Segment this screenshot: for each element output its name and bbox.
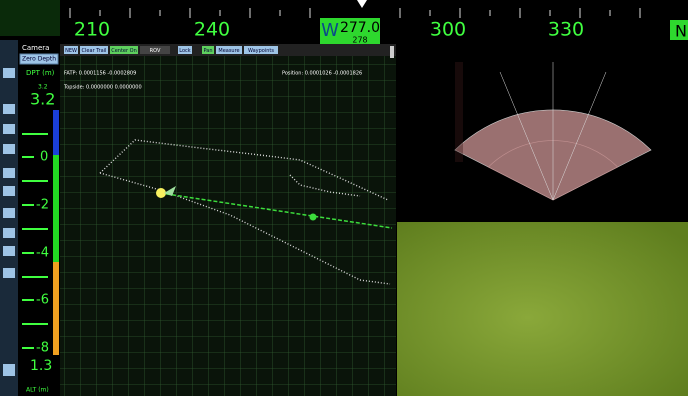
- compass-label: 240: [194, 19, 230, 41]
- tool-icons[interactable]: [3, 68, 15, 376]
- position: Position: 0.0001026 -0.0001826: [282, 71, 362, 77]
- toolbar-button[interactable]: [202, 46, 214, 54]
- sonar-shade: [455, 62, 463, 162]
- attitude-box: [0, 0, 60, 36]
- depth-bar-blue: [53, 110, 59, 155]
- map-grid: [60, 56, 396, 396]
- depth-bar-orange: [53, 262, 59, 355]
- camera-tab[interactable]: Camera: [22, 44, 49, 52]
- toolbar-label[interactable]: NEW: [65, 48, 77, 54]
- depth-scale: -2: [36, 198, 49, 213]
- compass-label: 300: [430, 19, 466, 41]
- toolbar-label[interactable]: Lock: [179, 48, 191, 54]
- camera-view: [397, 222, 688, 396]
- depth-bar-green: [53, 155, 59, 262]
- toolbar-label[interactable]: Measure: [218, 48, 239, 54]
- fatp: FATP: 0.0001156 -0.0002809: [64, 71, 136, 77]
- compass-label: 210: [74, 19, 110, 41]
- zero-depth-label[interactable]: Zero Depth: [22, 56, 56, 63]
- depth-label: DPT (m): [26, 69, 55, 77]
- toolbar-label[interactable]: Clear Trail: [82, 48, 107, 54]
- sonar-spokes: [499, 62, 607, 201]
- altitude-value: 1.3: [30, 358, 52, 374]
- depth-scale: -4: [36, 246, 49, 261]
- zero-depth-button[interactable]: [19, 53, 59, 65]
- rov-heading: [164, 186, 176, 196]
- toolbar-button[interactable]: [216, 46, 242, 54]
- heading-line: [159, 192, 393, 229]
- depth-scale: 0: [40, 150, 48, 165]
- compass-ticks: [69, 8, 641, 18]
- toolbar-button[interactable]: [244, 46, 278, 54]
- topside: Topside: 0.0000000 0.0000000: [63, 85, 142, 91]
- rov-marker[interactable]: [156, 188, 166, 198]
- compass-north: N: [675, 22, 687, 41]
- depth-small: 3.2: [38, 84, 48, 91]
- toolbar-label[interactable]: ROV: [150, 48, 161, 54]
- depth-ticks: [22, 133, 48, 349]
- toolbar-label[interactable]: Center On: [111, 48, 137, 54]
- depth-scale: -8: [36, 341, 49, 356]
- north-box: [670, 20, 688, 44]
- heading-box: [320, 18, 380, 44]
- depth-scale: -6: [36, 293, 49, 308]
- scrollbar: [390, 46, 394, 58]
- toolbar-label[interactable]: Waypoints: [248, 48, 274, 54]
- altitude-label: ALT (m): [26, 387, 49, 394]
- toolbar-label[interactable]: Pan: [203, 48, 212, 54]
- toolbar-button[interactable]: [178, 46, 192, 54]
- toolbar-button[interactable]: [110, 46, 138, 54]
- toolbar-button[interactable]: [64, 46, 78, 54]
- toolbar-button[interactable]: [140, 46, 170, 54]
- heading-pointer: [357, 0, 367, 8]
- waypoint[interactable]: [309, 213, 317, 221]
- heading-sub: 278: [352, 36, 367, 45]
- compass-label: 330: [548, 19, 584, 41]
- depth-value: 3.2: [30, 90, 55, 109]
- trail: [99, 139, 391, 285]
- toolbar: NEW Clear Trail Center On ROV Lock Pan Measure…: [64, 46, 278, 54]
- toolbar-button[interactable]: [80, 46, 108, 54]
- heading-value: 277.0: [340, 20, 380, 36]
- compass-west: W: [321, 20, 339, 41]
